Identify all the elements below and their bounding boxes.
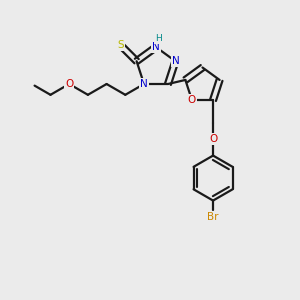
Text: O: O [188, 95, 196, 105]
Text: N: N [172, 56, 179, 66]
Text: H: H [155, 34, 162, 43]
Text: O: O [65, 79, 73, 89]
Text: S: S [117, 40, 124, 50]
Text: Br: Br [207, 212, 219, 222]
Text: N: N [152, 42, 160, 52]
Text: N: N [140, 79, 148, 89]
Text: O: O [209, 134, 217, 144]
